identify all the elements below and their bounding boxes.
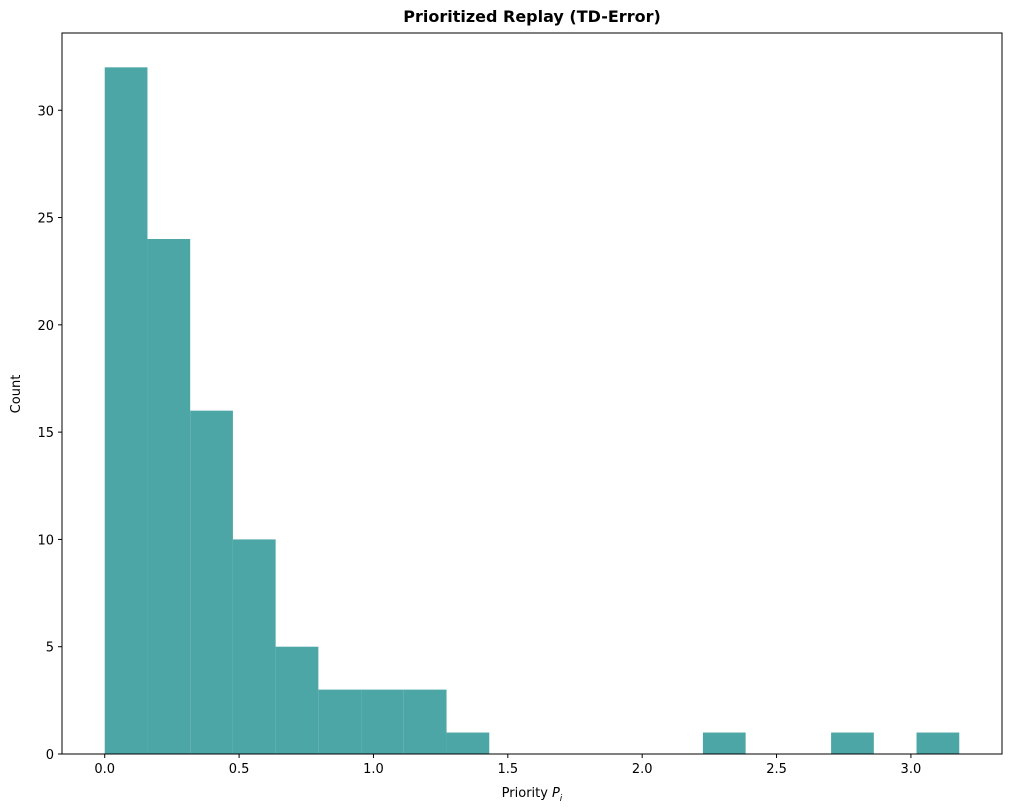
bar — [318, 689, 362, 754]
x-label-symbol: P — [552, 786, 560, 801]
x-tick-label: 1.5 — [497, 762, 518, 777]
x-tick-label: 2.0 — [632, 762, 653, 777]
x-tick-label: 3.0 — [901, 762, 922, 777]
x-tick-label: 0.5 — [229, 762, 250, 777]
bar — [831, 732, 874, 754]
x-axis-label: Priority Pi — [502, 786, 563, 804]
bar — [147, 239, 191, 754]
bar — [916, 732, 960, 754]
bar — [702, 732, 746, 754]
x-label-subscript: i — [560, 794, 563, 804]
y-tick-label: 15 — [37, 426, 54, 441]
plot-frame — [61, 32, 1003, 755]
y-tick-label: 0 — [46, 748, 54, 763]
bar — [361, 689, 404, 754]
x-tick-label: 0.0 — [94, 762, 115, 777]
y-axis-label: Count — [9, 375, 24, 414]
y-tick-label: 20 — [37, 319, 54, 334]
chart-title: Prioritized Replay (TD-Error) — [403, 7, 661, 26]
y-tick-label: 5 — [46, 641, 54, 656]
y-tick-label: 25 — [37, 212, 54, 227]
bar — [446, 732, 490, 754]
bar — [232, 539, 276, 754]
bar — [403, 689, 447, 754]
x-tick-label: 2.5 — [766, 762, 787, 777]
bar — [190, 410, 233, 754]
y-tick-label: 10 — [37, 533, 54, 548]
bar — [104, 67, 148, 755]
bar — [275, 646, 319, 754]
x-label-text: Priority — [502, 786, 549, 801]
x-tick-label: 1.0 — [363, 762, 384, 777]
y-tick-label: 30 — [37, 104, 54, 119]
